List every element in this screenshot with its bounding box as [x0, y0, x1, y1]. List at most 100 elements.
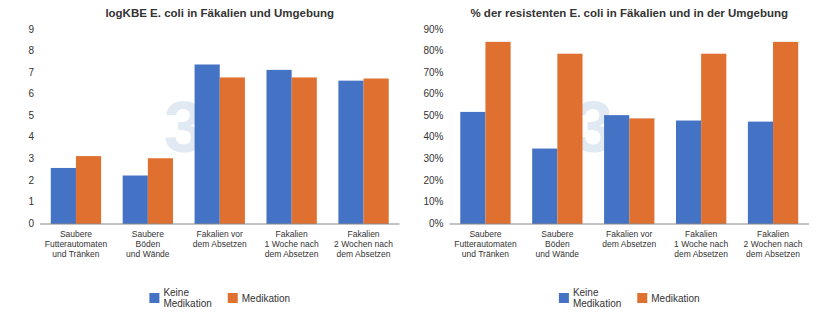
legend-item: KeineMedikation	[559, 287, 621, 309]
text-line: Medikation	[163, 298, 211, 309]
text-line: Fakalien	[757, 229, 789, 239]
bar: Medikation: 3.15	[76, 156, 101, 224]
bar: Medikation: 6.8	[292, 77, 317, 224]
bar: Medikation: 0.845	[485, 42, 510, 224]
text-line: und Tränken	[462, 249, 510, 259]
y-tick-label: 2	[28, 175, 34, 186]
y-tick-label: 4	[28, 131, 34, 142]
y-tick-label: 6	[28, 88, 34, 99]
bar: Medikation: 6.8	[220, 77, 245, 224]
text-line: 2 Wochen nach	[334, 239, 393, 249]
x-tick-label: Fakalien vordem Absetzen	[602, 229, 656, 249]
legend-item: KeineMedikation	[149, 287, 211, 309]
y-tick-label: 10%	[423, 196, 443, 207]
bar: Keine Medikation: 0.48	[676, 121, 701, 224]
bar: Medikation: 6.75	[364, 79, 389, 225]
bar: Medikation: 0.845	[773, 42, 798, 224]
text-line: Medikation	[573, 298, 621, 309]
text-line: dem Absetzen	[265, 249, 319, 259]
text-line: dem Absetzen	[602, 239, 656, 249]
chart-root: logKBE E. coli in Fäkalien und Umgebung 3…	[0, 0, 819, 326]
chart-title: % der resistenten E. coli in Fäkalien un…	[470, 7, 788, 19]
legend-label: KeineMedikation	[163, 287, 211, 309]
text-line: Fakalien vor	[197, 229, 243, 239]
bar: Keine Medikation: 7.4	[195, 64, 220, 224]
y-tick-label: 80%	[423, 45, 443, 56]
chart-title: logKBE E. coli in Fäkalien und Umgebung	[105, 7, 334, 19]
y-tick-label: 0%	[429, 218, 444, 229]
legend: KeineMedikationMedikation	[149, 287, 290, 309]
legend-label: Medikation	[651, 293, 699, 304]
x-tick-label: Fakalien1 Woche nachdem Absetzen	[674, 229, 728, 259]
y-tick-label: 60%	[423, 88, 443, 99]
legend-swatch	[149, 293, 159, 303]
text-line: Fakalien	[276, 229, 308, 239]
legend-label: Medikation	[242, 293, 290, 304]
bar: Keine Medikation: 2.6	[51, 168, 76, 224]
text-line: Saubere	[541, 229, 573, 239]
y-tick-label: 20%	[423, 175, 443, 186]
y-tick-label: 40%	[423, 131, 443, 142]
bar: Medikation: 0.79	[557, 54, 582, 224]
y-tick-label: 3	[28, 153, 34, 164]
chart-panel: % der resistenten E. coli in Fäkalien un…	[423, 7, 809, 309]
text-line: Fakalien	[685, 229, 717, 239]
chart-panel: logKBE E. coli in Fäkalien und Umgebung 3…	[28, 7, 399, 309]
legend-label: KeineMedikation	[573, 287, 621, 309]
y-tick-label: 0	[28, 218, 34, 229]
bar: Keine Medikation: 6.65	[338, 81, 363, 224]
x-tick-label: Fakalien1 Woche nachdem Absetzen	[265, 229, 319, 259]
bar: Medikation: 0.79	[701, 54, 726, 224]
y-tick-label: 50%	[423, 110, 443, 121]
text-line: Futterautomaten	[45, 239, 108, 249]
bar: Keine Medikation: 0.505	[604, 115, 629, 224]
legend-item: Medikation	[228, 293, 290, 304]
text-line: dem Absetzen	[337, 249, 391, 259]
x-tick-label: SaubereFutterautomatenund Tränken	[454, 229, 517, 259]
text-line: Saubere	[469, 229, 501, 239]
x-tick-label: Fakalien2 Wochen nachdem Absetzen	[334, 229, 393, 259]
bar: Medikation: 0.49	[629, 118, 654, 224]
bars: Keine Medikation: 0.52 Keine Medikation: …	[460, 42, 798, 224]
bar: Keine Medikation: 0.475	[748, 122, 773, 224]
text-line: Saubere	[60, 229, 92, 239]
y-tick-label: 30%	[423, 153, 443, 164]
text-line: 2 Wochen nach	[744, 239, 803, 249]
text-line: Medikation	[242, 293, 290, 304]
text-line: Fakalien	[347, 229, 379, 239]
text-line: dem Absetzen	[674, 249, 728, 259]
text-line: Keine	[163, 287, 189, 298]
bar: Keine Medikation: 0.35	[532, 149, 557, 224]
y-tick-label: 70%	[423, 67, 443, 78]
text-line: und Wände	[126, 249, 170, 259]
bar: Keine Medikation: 0.52	[460, 112, 485, 224]
bar: Keine Medikation: 2.25	[123, 176, 148, 225]
legend-swatch	[559, 293, 569, 303]
text-line: 1 Woche nach	[265, 239, 319, 249]
text-line: 1 Woche nach	[674, 239, 728, 249]
y-tick-label: 5	[28, 110, 34, 121]
text-line: dem Absetzen	[746, 249, 800, 259]
x-tick-label: SaubereFutterautomatenund Tränken	[45, 229, 108, 259]
text-line: Futterautomaten	[454, 239, 517, 249]
y-tick-label: 7	[28, 67, 34, 78]
text-line: Medikation	[651, 293, 699, 304]
text-line: dem Absetzen	[193, 239, 247, 249]
text-line: Keine	[573, 287, 599, 298]
legend-swatch	[228, 293, 238, 303]
legend-item: Medikation	[637, 293, 699, 304]
bars: Keine Medikation: 2.6 Keine Medikation: 2…	[51, 64, 389, 224]
bar: Medikation: 3.05	[148, 158, 173, 224]
x-tick-label: SaubereBödenund Wände	[126, 229, 170, 259]
legend-swatch	[637, 293, 647, 303]
text-line: Saubere	[132, 229, 164, 239]
text-line: Böden	[136, 239, 161, 249]
text-line: und Wände	[536, 249, 580, 259]
text-line: und Tränken	[52, 249, 100, 259]
x-axis-line	[40, 224, 400, 225]
x-axis-line	[450, 224, 810, 225]
legend: KeineMedikationMedikation	[559, 287, 700, 309]
y-tick-label: 1	[28, 196, 34, 207]
bar: Keine Medikation: 7.15	[266, 70, 291, 224]
x-tick-label: Fakalien2 Wochen nachdem Absetzen	[744, 229, 803, 259]
